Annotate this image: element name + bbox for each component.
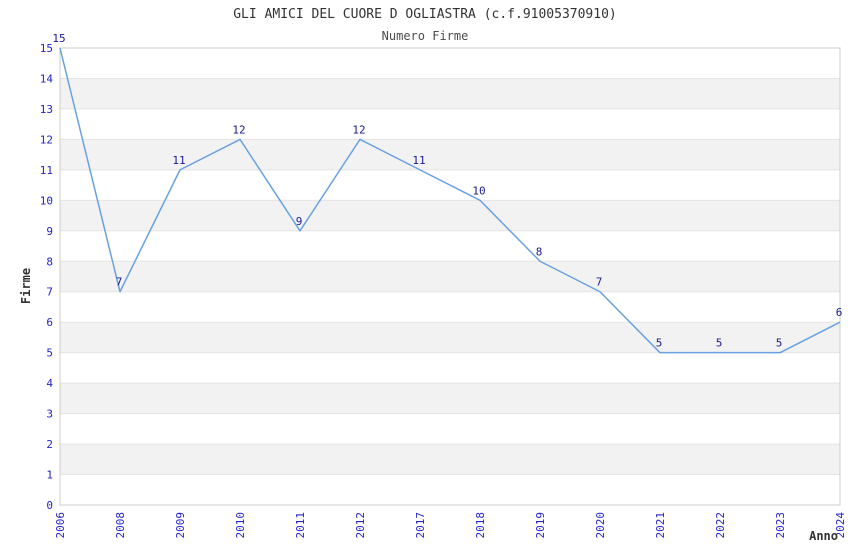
y-tick-label: 2: [46, 438, 53, 451]
plot-band: [60, 200, 840, 231]
plot-border: [59, 47, 841, 506]
x-tick-label: 2018: [474, 512, 487, 539]
x-tick-label: 2019: [534, 512, 547, 539]
y-tick-label: 15: [40, 42, 53, 55]
x-tick-label: 2017: [414, 512, 427, 539]
y-tick-label: 11: [40, 164, 53, 177]
x-tick-label: 2022: [714, 512, 727, 539]
x-tick-label: 2010: [234, 512, 247, 539]
plot-band: [60, 383, 840, 414]
y-tick-label: 1: [46, 469, 53, 482]
plot-band: [60, 261, 840, 292]
x-axis-label: Anno: [809, 529, 838, 543]
x-tick-label: 2009: [174, 512, 187, 539]
data-label: 9: [296, 215, 303, 228]
plot-band: [60, 322, 840, 353]
x-tick-label: 2023: [774, 512, 787, 539]
y-tick-label: 6: [46, 316, 53, 329]
x-tick-label: 2008: [114, 512, 127, 539]
data-label: 7: [116, 276, 123, 289]
data-label: 11: [412, 154, 425, 167]
y-tick-label: 0: [46, 499, 53, 512]
data-label: 5: [656, 337, 663, 350]
chart-subtitle: Numero Firme: [382, 29, 469, 43]
y-tick-label: 10: [40, 194, 53, 207]
data-label: 12: [352, 123, 365, 136]
data-label: 5: [716, 337, 723, 350]
x-tick-label: 2020: [594, 512, 607, 539]
x-tick-label: 2021: [654, 512, 667, 539]
y-axis-label: Firme: [19, 268, 33, 304]
data-label: 11: [172, 154, 185, 167]
y-tick-label: 8: [46, 255, 53, 268]
y-tick-label: 3: [46, 408, 53, 421]
y-tick-label: 7: [46, 286, 53, 299]
data-label: 12: [232, 123, 245, 136]
y-tick-label: 13: [40, 103, 53, 116]
y-tick-label: 14: [40, 72, 54, 85]
data-label: 6: [836, 306, 843, 319]
y-tick-label: 5: [46, 347, 53, 360]
chart-title: GLI AMICI DEL CUORE D OGLIASTRA (c.f.910…: [233, 7, 617, 22]
data-label: 15: [52, 32, 65, 45]
x-tick-label: 2011: [294, 512, 307, 539]
data-label: 10: [472, 184, 485, 197]
y-tick-label: 9: [46, 225, 53, 238]
data-label: 7: [596, 276, 603, 289]
series-line: [59, 47, 841, 354]
data-label: 5: [776, 337, 783, 350]
x-tick-label: 2006: [54, 512, 67, 539]
plot-band: [60, 78, 840, 109]
plot-band: [60, 444, 840, 475]
x-tick-label: 2012: [354, 512, 367, 539]
y-tick-label: 4: [46, 377, 53, 390]
y-tick-label: 12: [40, 133, 53, 146]
data-label: 8: [536, 245, 543, 258]
x-tick-label: 2024: [834, 512, 847, 539]
